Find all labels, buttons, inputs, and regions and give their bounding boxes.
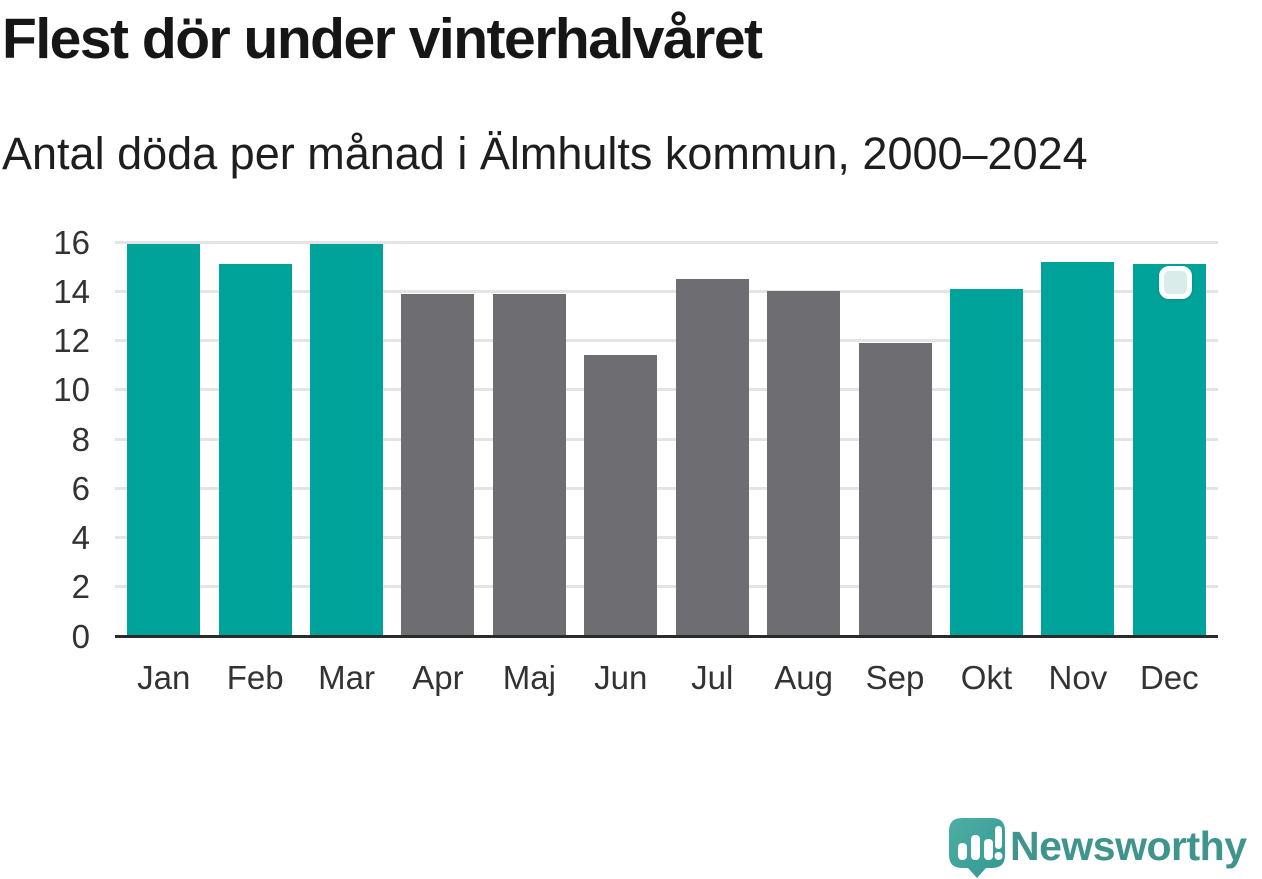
x-tick-label-okt: Okt [960,659,1013,696]
gridline-12 [115,339,1218,342]
x-tick-label-jun: Jun [594,659,648,696]
x-tick-label-maj: Maj [502,659,556,696]
gridline-8 [115,437,1218,441]
y-tick-label-16: 16 [53,223,90,261]
y-tick-label-6: 6 [71,469,90,507]
gridline-2 [115,585,1218,589]
selection-handle[interactable] [1159,266,1192,299]
gridline-14 [115,289,1218,293]
gridline-6 [115,486,1218,490]
logo-bar-3 [984,839,993,860]
logo-bar-2 [971,835,980,860]
bar-aug [767,291,841,636]
x-tick-label-aug: Aug [774,659,833,696]
x-tick-label-jul: Jul [691,659,734,696]
branding-footer: Newsworthy [946,816,1262,878]
bar-mar [310,244,384,636]
y-tick-label-10: 10 [53,371,90,409]
gridline-10 [115,388,1218,392]
y-tick-label-8: 8 [71,420,90,458]
bar-maj [492,293,566,636]
logo-exclamation-stem [995,826,1002,849]
x-axis-baseline [115,635,1218,638]
y-tick-label-0: 0 [71,617,90,655]
y-tick-label-4: 4 [71,519,90,556]
x-tick-label-mar: Mar [318,659,375,696]
x-tick-label-nov: Nov [1048,659,1108,696]
chart-title: Flest dör under vinterhalvåret [2,7,763,71]
bar-jun [584,355,658,636]
bar-dec [1132,264,1206,636]
newsworthy-logo-icon [949,818,1005,878]
bar-jan [127,244,201,636]
logo-bar-1 [958,843,967,860]
x-tick-label-sep: Sep [865,659,925,696]
gridline-16 [115,240,1218,244]
x-tick-label-apr: Apr [412,659,464,696]
y-tick-label-14: 14 [53,272,90,310]
bar-jul [675,278,749,636]
plot-area [115,240,1218,638]
y-axis: 0 2 4 6 8 10 12 14 16 [28,226,90,653]
bar-feb [218,264,292,636]
x-axis: Jan Feb Mar Apr Maj Jun Jul Aug Sep Okt Nov Dec [115,656,1218,708]
x-tick-label-feb: Feb [226,659,284,696]
y-tick-label-12: 12 [53,322,90,359]
chart-subtitle: Antal döda per månad i Älmhults kommun, … [2,128,1088,179]
bar-apr [401,293,475,636]
bar-sep [858,342,932,636]
bar-okt [949,288,1023,636]
x-tick-label-dec: Dec [1139,659,1199,696]
y-tick-label-2: 2 [71,568,90,606]
bar-nov [1041,261,1115,636]
brand-wordmark: Newsworthy [1010,823,1247,869]
logo-exclamation-dot [994,852,1003,860]
gridline-4 [115,536,1218,539]
x-tick-label-jan: Jan [137,659,191,696]
